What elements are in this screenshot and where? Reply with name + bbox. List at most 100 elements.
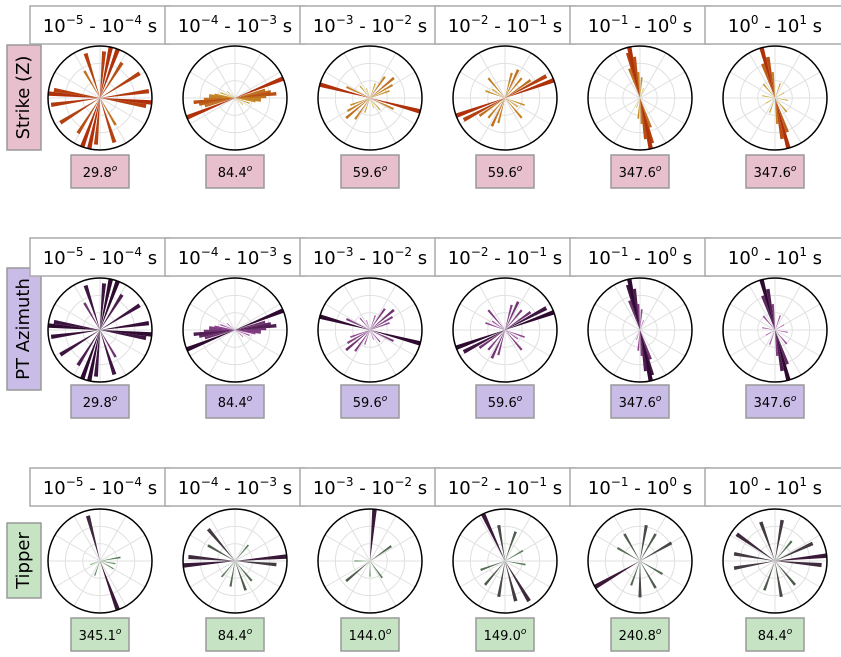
annotation-value: 347.6	[619, 396, 656, 411]
row-label-box	[6, 44, 42, 151]
rose-petal	[100, 71, 141, 98]
title-part: s	[277, 248, 292, 269]
title-box	[299, 5, 441, 45]
rose-petal	[640, 98, 652, 128]
panel-title: 10−3 - 10−2 s	[313, 245, 427, 269]
rose-petal	[370, 315, 376, 330]
rose-petal	[505, 78, 555, 98]
rose-petal	[775, 553, 827, 561]
rose-petal	[640, 320, 644, 330]
row-label: Tipper	[13, 532, 34, 590]
rose-petal	[100, 330, 152, 337]
exponent: −1	[529, 475, 547, 489]
annotation-value: 347.6	[754, 166, 791, 181]
title-part: 10	[448, 478, 471, 499]
exponent: −3	[259, 475, 277, 489]
annotation-box	[340, 154, 400, 189]
rose-petal	[765, 330, 775, 336]
panel-title: 10−5 - 10−4 s	[43, 13, 157, 37]
rose-petal	[370, 561, 383, 579]
title-part: s	[547, 16, 562, 37]
rose-petal	[625, 52, 640, 98]
rose-petal	[83, 302, 100, 330]
rose-petal	[455, 98, 505, 118]
annotation-box	[745, 384, 805, 419]
rose-petal	[319, 314, 370, 330]
rose-petal	[350, 330, 370, 338]
rose-petal	[100, 556, 121, 561]
annotation-value: 59.6	[353, 166, 382, 181]
rose-petal	[640, 98, 655, 144]
title-part: s	[142, 478, 157, 499]
title-part: 10	[588, 16, 611, 37]
rose-petal	[100, 283, 107, 330]
rose-petal	[640, 330, 648, 372]
rose-petal	[235, 330, 244, 338]
panel-title: 100 - 101 s	[728, 475, 822, 499]
rose-petal	[505, 531, 517, 561]
rose-petal	[235, 90, 272, 98]
exponent: −2	[471, 475, 489, 489]
rose-petal	[366, 88, 370, 98]
title-box	[569, 237, 711, 277]
degree-mark: o	[247, 394, 253, 404]
rose-petal	[775, 540, 793, 561]
title-box	[434, 5, 576, 45]
rose-petal	[229, 561, 235, 587]
annotation: 347.6o	[754, 164, 797, 181]
rose-petal	[370, 316, 394, 330]
annotation-box	[745, 617, 805, 652]
title-part: 10	[313, 478, 336, 499]
title-box	[164, 467, 306, 507]
rose-petal	[370, 84, 394, 98]
rose-petal	[370, 98, 395, 111]
rose-petal	[775, 330, 788, 333]
rose-petal	[235, 98, 250, 104]
rose-petal	[359, 85, 370, 98]
exponent: −4	[124, 13, 142, 27]
rose-petal	[345, 85, 370, 98]
rose-petal	[640, 330, 655, 376]
title-part: s	[412, 248, 427, 269]
rose-petal	[775, 561, 797, 586]
rose-petal	[593, 561, 640, 589]
rose-petal	[735, 532, 775, 561]
rose-petal	[94, 561, 100, 576]
panel-title: 10−2 - 10−1 s	[448, 13, 562, 37]
annotation-box	[205, 154, 265, 189]
annotation-value: 84.4	[218, 629, 247, 644]
rose-petal	[775, 561, 783, 598]
title-part: 10	[588, 248, 611, 269]
title-part: 10	[43, 478, 66, 499]
rose-petal	[319, 82, 370, 98]
annotation: 345.1o	[79, 627, 122, 644]
rose-petal	[762, 327, 775, 330]
title-box	[434, 467, 576, 507]
rose-petal	[775, 98, 789, 133]
title-box	[704, 467, 841, 507]
rose-petal	[370, 322, 390, 330]
title-part: s	[807, 248, 822, 269]
rose-petal	[733, 561, 775, 571]
rose-petal	[487, 309, 505, 330]
rose-petal	[235, 88, 266, 98]
title-part: s	[547, 478, 562, 499]
rose-petal	[48, 91, 100, 98]
title-part: s	[677, 248, 692, 269]
rose-petal	[370, 308, 386, 330]
title-part: 10	[313, 16, 336, 37]
rose-petal	[640, 330, 652, 360]
rose-petal	[100, 61, 124, 98]
title-part: s	[277, 478, 292, 499]
annotation-box	[475, 154, 535, 189]
rose-petal	[198, 330, 235, 338]
rose-petal	[771, 72, 775, 98]
rose-petal	[100, 51, 107, 98]
rose-petal	[100, 98, 117, 126]
title-part: 10	[178, 248, 201, 269]
rose-petal	[759, 521, 775, 561]
rose-petal	[100, 280, 120, 330]
title-part: s	[547, 248, 562, 269]
exponent: −5	[66, 245, 84, 259]
rose-petal	[193, 330, 235, 337]
